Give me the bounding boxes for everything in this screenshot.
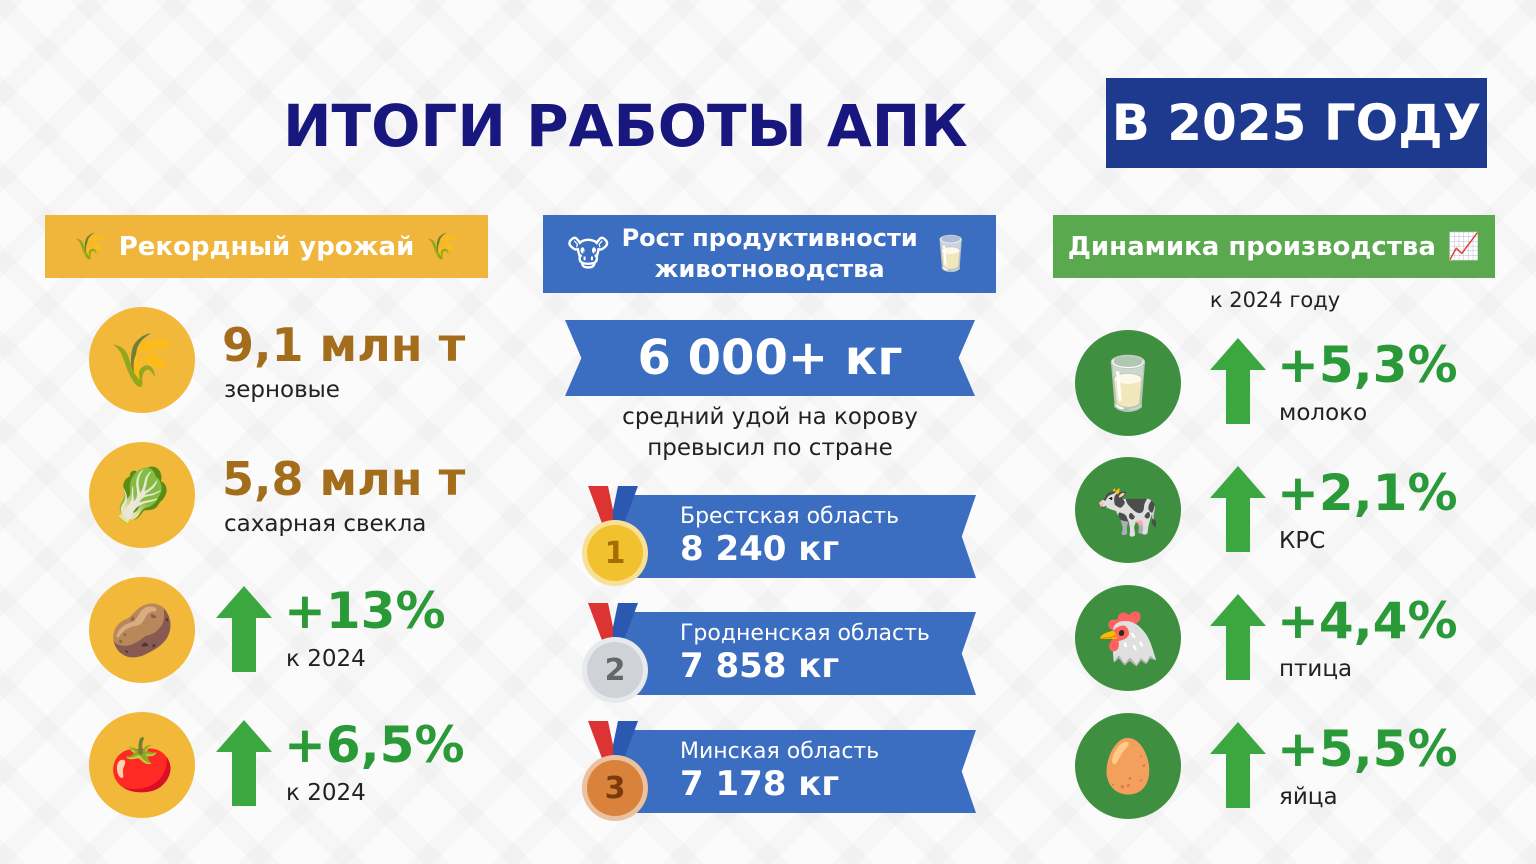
potato-icon: 🥔 (89, 577, 195, 683)
beet-label: сахарная свекла (224, 511, 427, 537)
beet-value: 5,8 млн т (222, 452, 466, 506)
caption-line2: превысил по стране (647, 435, 893, 461)
poultry-value: +4,4% (1277, 592, 1458, 650)
dynamics-heading: Динамика производства (1067, 231, 1436, 262)
ranking-row-3: Минская область 7 178 кг (620, 730, 976, 813)
milk-yield-caption: средний удой на корову превысил по стран… (560, 402, 980, 464)
region-name: Минская область (680, 739, 880, 764)
vegetables-icon: 🍅 (89, 712, 195, 818)
milk-yield-banner: 6 000+ кг (565, 320, 975, 396)
region-name: Брестская область (680, 504, 900, 529)
arrow-up-icon (1210, 594, 1266, 680)
livestock-heading-line2: животноводства (654, 255, 885, 283)
region-value: 7 858 кг (680, 646, 840, 686)
vegetables-label: к 2024 (286, 780, 366, 806)
dynamics-subtitle: к 2024 году (1209, 288, 1341, 312)
arrow-up-icon (1210, 466, 1266, 552)
arrow-up-icon (1210, 338, 1266, 424)
eggs-label: яйца (1279, 784, 1338, 810)
sugar-beet-icon: 🥬 (89, 442, 195, 548)
grain-label: зерновые (224, 377, 340, 403)
eggs-icon: 🥚 (1075, 713, 1181, 819)
wheat-icon: 🌾 (74, 231, 107, 262)
bronze-medal-icon: 3 (582, 755, 648, 821)
poultry-label: птица (1279, 656, 1353, 682)
potato-value: +13% (284, 582, 446, 640)
region-value: 8 240 кг (680, 529, 840, 569)
eggs-value: +5,5% (1277, 720, 1458, 778)
silver-medal-icon: 2 (582, 637, 648, 703)
milk-can-icon: 🥛 (1075, 330, 1181, 436)
cattle-value: +2,1% (1277, 464, 1458, 522)
ranking-row-1: Брестская область 8 240 кг (620, 495, 976, 578)
potato-label: к 2024 (286, 646, 366, 672)
cattle-label: КРС (1279, 528, 1326, 554)
year-badge: В 2025 ГОДУ (1106, 78, 1487, 168)
region-value: 7 178 кг (680, 764, 840, 804)
vegetables-value: +6,5% (284, 716, 465, 774)
dynamics-header: Динамика производства 📈 (1053, 215, 1495, 278)
wheat-icon: 🌾 (89, 307, 195, 413)
cow-icon: 🐄 (1075, 457, 1181, 563)
livestock-heading: Рост продуктивности животноводства (622, 223, 918, 285)
harvest-heading: Рекордный урожай (118, 231, 415, 262)
arrow-up-icon (216, 586, 272, 672)
cow-head-icon: 🐮 (566, 233, 610, 275)
arrow-up-icon (1210, 722, 1266, 808)
region-name: Гродненская область (680, 621, 930, 646)
ranking-row-2: Гродненская область 7 858 кг (620, 612, 976, 695)
wheat-icon: 🌾 (426, 231, 459, 262)
chicken-icon: 🐔 (1075, 585, 1181, 691)
milk-value: +5,3% (1277, 336, 1458, 394)
caption-line1: средний удой на корову (622, 404, 918, 430)
livestock-header: 🐮 Рост продуктивности животноводства 🥛 (543, 215, 996, 293)
livestock-heading-line1: Рост продуктивности (621, 224, 918, 252)
page-title: ИТОГИ РАБОТЫ АПК (283, 92, 968, 160)
milk-label: молоко (1279, 400, 1368, 426)
grain-value: 9,1 млн т (222, 318, 466, 372)
gold-medal-icon: 1 (582, 520, 648, 586)
milk-glass-icon: 🥛 (929, 233, 973, 274)
growth-chart-icon: 📈 (1447, 231, 1481, 262)
harvest-header: 🌾 Рекордный урожай 🌾 (45, 215, 488, 278)
arrow-up-icon (216, 720, 272, 806)
